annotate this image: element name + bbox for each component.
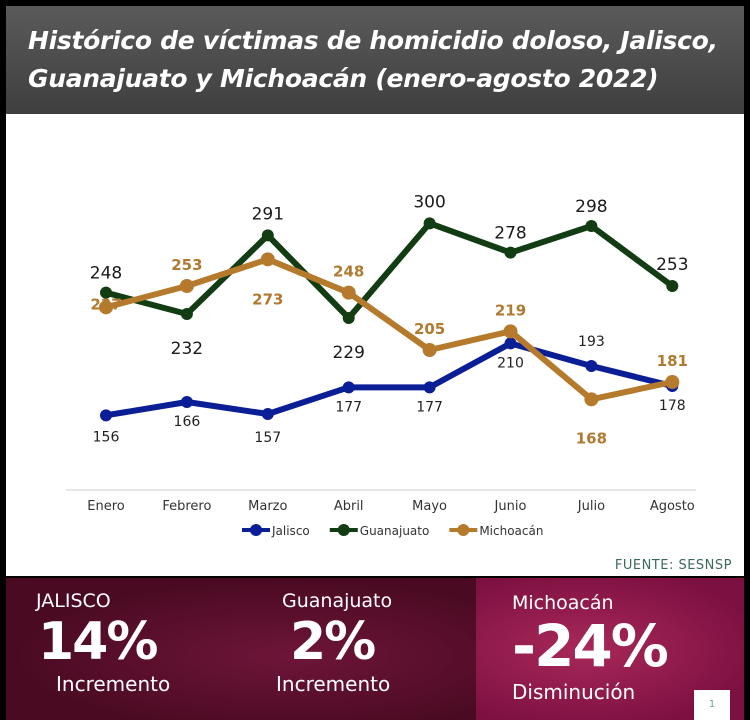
data-label: 232 <box>171 339 203 359</box>
data-label: 278 <box>494 224 526 244</box>
data-point <box>261 229 274 242</box>
data-point <box>422 343 437 357</box>
data-label: 177 <box>416 399 443 415</box>
x-tick-label: Junio <box>494 499 527 514</box>
kpi-michoacan: Michoacán -24% Disminución <box>512 592 669 704</box>
legend-label: Michoacán <box>479 524 543 538</box>
data-label: 157 <box>254 430 281 446</box>
data-point <box>585 220 598 232</box>
data-point <box>180 396 193 408</box>
data-label: 193 <box>578 334 605 350</box>
data-point <box>100 286 112 299</box>
data-point <box>423 381 436 394</box>
data-label: 156 <box>93 429 120 445</box>
data-label: 253 <box>171 256 202 274</box>
page-number: 1 <box>694 690 730 720</box>
title-line-1: Histórico de víctimas de homicidio dolos… <box>28 26 718 55</box>
data-point <box>100 409 112 422</box>
data-label: 273 <box>252 290 283 308</box>
series-line-michoacán <box>105 256 673 403</box>
kpi-desc: Disminución <box>512 680 636 704</box>
data-point <box>342 312 355 324</box>
kpi-desc: Incremento <box>56 672 171 696</box>
kpi-jalisco: JALISCO 14% Incremento <box>36 590 170 696</box>
x-tick-label: Enero <box>87 499 125 514</box>
data-label: 168 <box>576 429 607 447</box>
data-label: 205 <box>414 320 445 338</box>
data-label: 298 <box>575 197 607 217</box>
legend-label: Guanajuato <box>360 524 430 538</box>
data-point <box>99 300 113 315</box>
data-label: 166 <box>174 414 201 430</box>
kpi-name: Michoacán <box>512 592 614 614</box>
data-label: 248 <box>333 263 364 281</box>
data-label: 291 <box>252 204 284 224</box>
data-point <box>342 381 355 394</box>
data-point <box>180 308 193 320</box>
x-tick-label: Marzo <box>248 499 287 514</box>
data-point <box>585 360 598 372</box>
series-line-jalisco <box>105 340 674 419</box>
data-point <box>504 337 517 350</box>
data-label: 219 <box>495 301 526 319</box>
series-line-guanajuato <box>105 220 675 321</box>
kpi-band-left <box>6 578 476 720</box>
title-bar: Histórico de víctimas de homicidio dolos… <box>6 6 744 114</box>
x-tick-label: Mayo <box>412 499 447 514</box>
data-point <box>504 246 517 259</box>
data-point <box>584 392 599 407</box>
kpi-value: -24% <box>512 612 669 680</box>
x-tick-label: Agosto <box>650 499 695 514</box>
x-tick-label: Abril <box>334 499 364 514</box>
data-point <box>341 285 356 300</box>
data-label: 248 <box>90 264 122 284</box>
data-label: 178 <box>659 398 686 414</box>
data-label: 300 <box>413 192 445 212</box>
legend-label: Jalisco <box>271 524 310 538</box>
data-label: 253 <box>656 255 688 275</box>
line-chart: Enero Febrero Marzo Abril Mayo Junio Julio Agos… <box>66 192 696 538</box>
kpi-desc: Incremento <box>276 672 391 696</box>
data-label: 229 <box>332 343 364 363</box>
title-line-2: Guanajuato y Michoacán (enero-agosto 202… <box>28 64 659 93</box>
data-point <box>260 252 275 267</box>
x-tick-label: Febrero <box>162 499 211 514</box>
chart-title: Histórico de víctimas de homicidio dolos… <box>28 22 744 98</box>
data-label: 237 <box>90 295 121 313</box>
source-note: FUENTE: SESNSP <box>614 558 732 573</box>
data-label: 181 <box>657 352 688 370</box>
kpi-name: Guanajuato <box>282 590 393 612</box>
legend-marker <box>457 524 470 536</box>
data-point <box>665 375 680 389</box>
data-label: 177 <box>335 399 362 415</box>
kpi-value: 14% <box>38 612 158 672</box>
data-point <box>666 280 679 292</box>
plot-area: Enero Febrero Marzo Abril Mayo Junio Julio Agos… <box>6 114 744 576</box>
data-label: 210 <box>497 355 524 371</box>
data-point <box>179 279 194 293</box>
kpi-value: 2% <box>290 612 376 672</box>
kpi-guanajuato: Guanajuato 2% Incremento <box>276 590 392 696</box>
legend-marker <box>337 524 350 536</box>
kpi-name: JALISCO <box>36 590 111 612</box>
x-tick-label: Julio <box>577 499 605 514</box>
data-point <box>503 324 518 339</box>
legend-marker <box>250 524 262 536</box>
data-point <box>261 408 274 420</box>
data-point <box>423 217 436 230</box>
